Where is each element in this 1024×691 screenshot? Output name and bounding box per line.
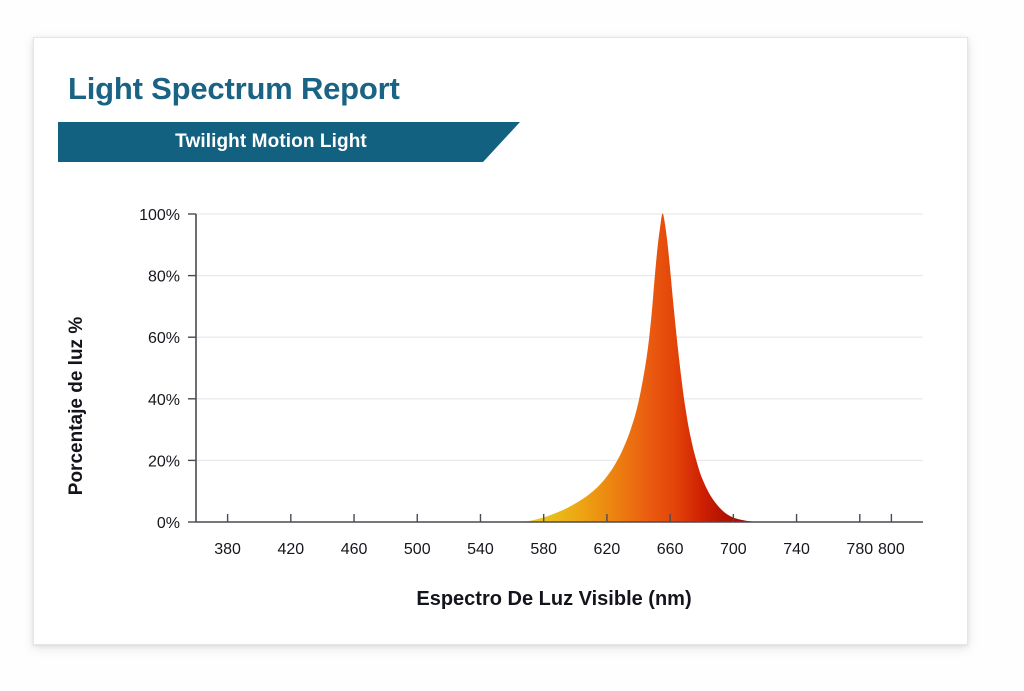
page-title: Light Spectrum Report — [68, 71, 400, 106]
report-card: Light Spectrum Report Twilight Motion Li… — [33, 37, 968, 645]
spectrum-chart: 380 420 460 500 540 580 620 660 700 740 780 800 0% 20… — [34, 38, 969, 646]
x-tick-label: 420 — [277, 541, 304, 558]
x-tick-label: 740 — [783, 541, 810, 558]
x-tick-label: 620 — [594, 541, 621, 558]
subtitle-label: Twilight Motion Light — [175, 131, 367, 152]
spectrum-curve — [227, 213, 892, 523]
y-tick-label: 20% — [148, 453, 180, 470]
x-tick-label: 380 — [214, 541, 241, 558]
axes — [188, 213, 923, 523]
y-tick-label: 0% — [157, 515, 180, 532]
y-tick-label: 60% — [148, 330, 180, 347]
x-tick-label: 700 — [720, 541, 747, 558]
x-tick-label: 460 — [341, 541, 368, 558]
x-tick-label: 660 — [657, 541, 684, 558]
spectrum-area — [227, 213, 892, 523]
y-tick-label: 100% — [139, 207, 180, 224]
x-tick-label: 540 — [467, 541, 494, 558]
spectrum-chart-svg: 380 420 460 500 540 580 620 660 700 740 780 800 0% 20… — [66, 207, 923, 610]
x-tick-label: 580 — [530, 541, 557, 558]
y-tick-label: 40% — [148, 392, 180, 409]
tick-labels: 380 420 460 500 540 580 620 660 700 740 780 800 0% 20… — [139, 207, 905, 558]
x-tick-label: 800 — [878, 541, 905, 558]
x-tick-label: 780 — [846, 541, 873, 558]
x-tick-label: 500 — [404, 541, 431, 558]
x-axis-title: Espectro De Luz Visible (nm) — [416, 588, 691, 610]
gridlines — [196, 213, 923, 461]
subtitle-banner: Twilight Motion Light — [58, 122, 520, 162]
y-tick-label: 80% — [148, 269, 180, 286]
y-axis-title: Porcentaje de luz % — [66, 317, 87, 496]
